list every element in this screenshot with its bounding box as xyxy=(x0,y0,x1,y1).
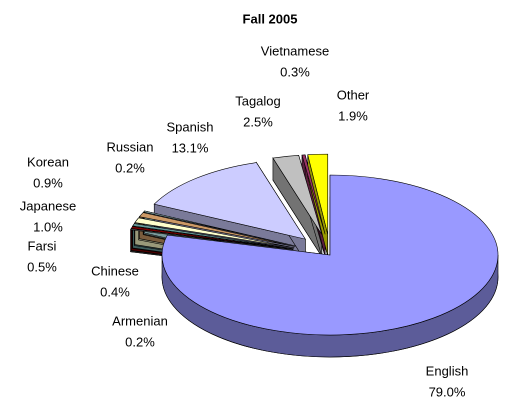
slice xyxy=(272,155,323,235)
slice-label: Spanish xyxy=(167,119,214,134)
slice xyxy=(130,228,294,250)
pie xyxy=(130,153,499,358)
labels: English 79.0% Armenian 0.2% Chinese 0.4% Farsi… xyxy=(20,43,469,399)
slice-value-label: 0.9% xyxy=(33,175,63,190)
slice xyxy=(301,154,326,235)
slice xyxy=(138,212,296,247)
slice xyxy=(134,217,295,249)
chart-title: Fall 2005 xyxy=(243,11,298,26)
slice xyxy=(130,226,294,250)
slice-label: Tagalog xyxy=(235,93,281,108)
slice-value-label: 79.0% xyxy=(429,384,466,399)
slice-value-label: 1.9% xyxy=(338,108,368,123)
slice-value-label: 13.1% xyxy=(172,140,209,155)
slice-value-label: 0.3% xyxy=(280,64,310,79)
slice-label: English xyxy=(426,363,469,378)
slice xyxy=(307,153,329,235)
slice-value-label: 0.2% xyxy=(125,334,155,349)
slice-label: Vietnamese xyxy=(261,43,329,58)
slice xyxy=(132,223,294,250)
slice-value-label: 0.4% xyxy=(100,284,130,299)
slice-label: Chinese xyxy=(91,263,139,278)
slice-value-label: 0.2% xyxy=(115,160,145,175)
slice-value-label: 2.5% xyxy=(243,114,273,129)
slice xyxy=(161,174,499,336)
slice-value-label: 1.0% xyxy=(33,219,63,234)
slice xyxy=(153,162,306,240)
slice-label: Other xyxy=(337,87,370,102)
slice-label: Japanese xyxy=(20,198,76,213)
slice xyxy=(143,210,296,247)
slice-label: Russian xyxy=(107,139,154,154)
slice-label: Farsi xyxy=(28,238,57,253)
slice-value-label: 0.5% xyxy=(27,259,57,274)
slice-label: Korean xyxy=(27,154,69,169)
slice-label: Armenian xyxy=(112,313,168,328)
